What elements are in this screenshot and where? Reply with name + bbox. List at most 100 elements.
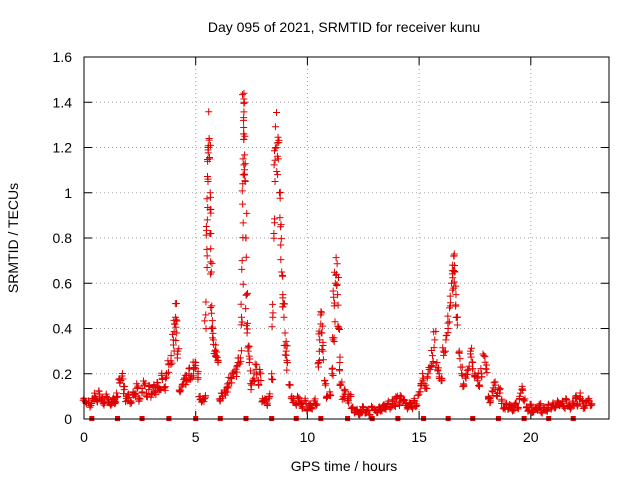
data-point (191, 358, 199, 366)
data-point (271, 144, 279, 152)
data-point (474, 369, 482, 377)
y-tick-label: 0.6 (53, 275, 73, 291)
data-point (485, 393, 493, 401)
data-point (424, 370, 432, 378)
data-point (274, 155, 282, 163)
data-point (240, 170, 248, 178)
data-point (319, 356, 327, 364)
data-point (366, 411, 374, 419)
data-point (405, 399, 413, 407)
data-point (451, 261, 459, 269)
data-point (207, 304, 215, 312)
data-point (245, 358, 253, 366)
data-point (256, 368, 264, 376)
data-point (241, 132, 249, 140)
grid-lines (84, 57, 609, 419)
data-point (335, 273, 343, 281)
data-point (512, 400, 520, 408)
data-point (232, 372, 240, 380)
data-point (442, 332, 450, 340)
data-point (430, 328, 438, 336)
data-point (194, 368, 202, 376)
data-point (173, 317, 181, 325)
data-point (229, 369, 237, 377)
data-point (201, 393, 209, 401)
data-point (277, 256, 285, 264)
data-point (450, 278, 458, 286)
data-point (171, 320, 179, 328)
data-point (265, 395, 273, 403)
x-tick-label: 10 (300, 429, 316, 445)
data-point (441, 347, 449, 355)
data-point (368, 402, 376, 410)
data-point (330, 334, 338, 342)
data-point (207, 258, 215, 266)
data-point (444, 329, 452, 337)
data-point (239, 200, 247, 208)
data-point (584, 396, 592, 404)
y-tick-label: 1.2 (53, 140, 73, 156)
data-point (514, 405, 522, 413)
data-point (241, 177, 249, 185)
data-point (228, 379, 236, 387)
data-point (298, 404, 306, 412)
data-point (274, 171, 282, 179)
data-point (238, 265, 246, 273)
data-point (293, 392, 301, 400)
data-point (262, 396, 270, 404)
data-point (138, 388, 146, 396)
data-point (334, 291, 342, 299)
data-point (319, 347, 327, 355)
data-point (329, 372, 337, 380)
data-point (528, 409, 536, 417)
data-point (459, 383, 467, 391)
data-point (202, 226, 210, 234)
data-point (281, 351, 289, 359)
data-point (207, 325, 215, 333)
data-point (326, 390, 334, 398)
x-axis-ticks: 0 5 10 15 20 (80, 57, 539, 445)
data-point (207, 245, 215, 253)
data-point (158, 376, 166, 384)
data-point (150, 389, 158, 397)
data-point (206, 230, 214, 238)
x-tick-label: 0 (80, 429, 88, 445)
data-point (112, 398, 120, 406)
data-point (301, 397, 309, 405)
x-axis-label: GPS time / hours (291, 458, 398, 474)
data-point (268, 376, 276, 384)
data-point (190, 364, 198, 372)
data-point (276, 188, 284, 196)
y-tick-label: 0.2 (53, 366, 73, 382)
data-point (223, 388, 231, 396)
data-point (200, 398, 208, 406)
data-point (334, 322, 342, 330)
data-point (412, 403, 420, 411)
data-point (263, 402, 271, 410)
data-point (488, 387, 496, 395)
data-point (224, 384, 232, 392)
data-point (317, 308, 325, 316)
data-point (312, 400, 320, 408)
data-point (249, 378, 257, 386)
data-point (238, 313, 245, 321)
data-point (203, 195, 211, 203)
y-tick-label: 1.4 (53, 94, 73, 110)
data-point (141, 379, 149, 387)
data-point (413, 402, 421, 410)
x-tick-label: 5 (192, 429, 200, 445)
data-point (452, 282, 460, 290)
data-point (336, 380, 344, 388)
data-point (238, 187, 246, 195)
data-point (318, 346, 326, 354)
data-point (277, 221, 285, 229)
data-point (420, 379, 428, 387)
data-point (495, 384, 503, 392)
data-point (240, 124, 248, 132)
y-tick-label: 0.4 (53, 321, 73, 337)
data-point (341, 385, 349, 393)
data-point (336, 367, 344, 375)
data-point (86, 403, 94, 411)
data-point (240, 99, 248, 107)
data-point (321, 377, 329, 385)
